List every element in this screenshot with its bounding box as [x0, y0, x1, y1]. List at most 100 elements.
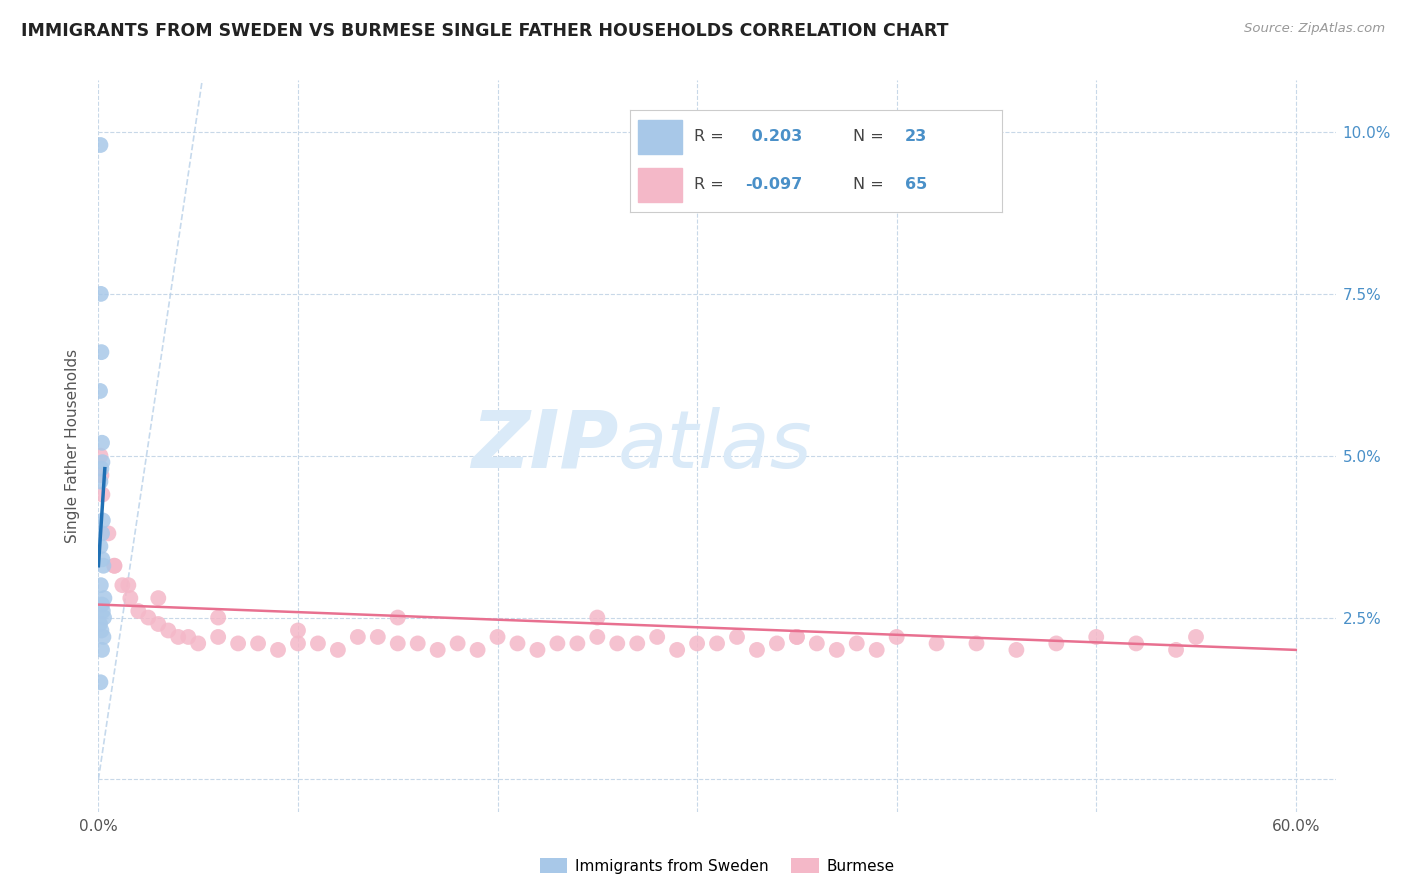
Point [347, 630, 370, 644]
Bar [638, 120, 682, 153]
Point [89, 138, 111, 153]
Point [111, 578, 134, 592]
Point [89, 617, 111, 632]
Point [89, 539, 111, 553]
Point [845, 636, 868, 650]
Text: -0.097: -0.097 [745, 178, 803, 193]
Point [645, 630, 668, 644]
Point [167, 630, 190, 644]
Point [91, 598, 114, 612]
Point [91, 487, 114, 501]
Point [546, 636, 568, 650]
Point [367, 630, 389, 644]
Point [806, 636, 828, 650]
Legend: Immigrants from Sweden, Burmese: Immigrants from Sweden, Burmese [533, 852, 901, 880]
Point [93, 630, 115, 644]
Point [786, 630, 808, 644]
Point [97, 526, 120, 541]
Point [120, 591, 142, 606]
Text: R =: R = [693, 129, 728, 145]
Point [586, 610, 609, 624]
Text: ZIP: ZIP [471, 407, 619, 485]
Point [387, 636, 409, 650]
Point [745, 643, 768, 657]
Point [406, 636, 429, 650]
Point [90, 461, 112, 475]
Point [1125, 636, 1147, 650]
Point [786, 630, 808, 644]
Point [1164, 643, 1187, 657]
Point [91, 513, 114, 527]
Text: Source: ZipAtlas.com: Source: ZipAtlas.com [1244, 22, 1385, 36]
Point [207, 630, 229, 644]
Text: R =: R = [693, 178, 728, 193]
Point [91, 455, 114, 469]
Point [247, 636, 270, 650]
Point [287, 624, 309, 638]
Point [326, 643, 349, 657]
Point [89, 449, 111, 463]
Point [148, 591, 170, 606]
Point [1085, 630, 1108, 644]
Point [157, 624, 180, 638]
Point [89, 675, 111, 690]
Point [766, 636, 789, 650]
Point [825, 643, 848, 657]
Point [626, 636, 648, 650]
Point [1185, 630, 1208, 644]
Point [90, 578, 112, 592]
Point [93, 558, 115, 573]
Point [387, 610, 409, 624]
Point [103, 558, 125, 573]
Point [706, 636, 728, 650]
Point [526, 643, 548, 657]
Point [91, 435, 114, 450]
Point [886, 630, 908, 644]
Point [90, 624, 112, 638]
Point [90, 345, 112, 359]
Point [226, 636, 249, 650]
Point [91, 604, 114, 618]
Point [666, 643, 689, 657]
Point [725, 630, 748, 644]
Point [91, 643, 114, 657]
Bar [638, 168, 682, 202]
Text: N =: N = [853, 129, 889, 145]
Text: IMMIGRANTS FROM SWEDEN VS BURMESE SINGLE FATHER HOUSEHOLDS CORRELATION CHART: IMMIGRANTS FROM SWEDEN VS BURMESE SINGLE… [21, 22, 949, 40]
Point [925, 636, 948, 650]
Y-axis label: Single Father Households: Single Father Households [65, 349, 80, 543]
Text: 23: 23 [905, 129, 928, 145]
Point [966, 636, 988, 650]
Point [467, 643, 489, 657]
Point [606, 636, 628, 650]
Point [586, 630, 609, 644]
Point [207, 610, 229, 624]
Point [446, 636, 468, 650]
Point [90, 468, 112, 483]
Point [89, 475, 111, 489]
Point [136, 610, 159, 624]
Point [103, 558, 125, 573]
Text: 65: 65 [905, 178, 928, 193]
Point [177, 630, 200, 644]
Point [1005, 643, 1028, 657]
Point [686, 636, 709, 650]
Point [486, 630, 509, 644]
Point [426, 643, 449, 657]
Point [506, 636, 529, 650]
Point [148, 617, 170, 632]
Point [90, 286, 112, 301]
Point [93, 610, 115, 624]
Point [307, 636, 329, 650]
Point [89, 384, 111, 398]
Point [287, 636, 309, 650]
Point [267, 643, 290, 657]
Text: N =: N = [853, 178, 889, 193]
Text: atlas: atlas [619, 407, 813, 485]
Point [187, 636, 209, 650]
Text: 0.203: 0.203 [745, 129, 801, 145]
Point [1045, 636, 1067, 650]
Point [567, 636, 589, 650]
Point [117, 578, 139, 592]
Point [93, 591, 115, 606]
